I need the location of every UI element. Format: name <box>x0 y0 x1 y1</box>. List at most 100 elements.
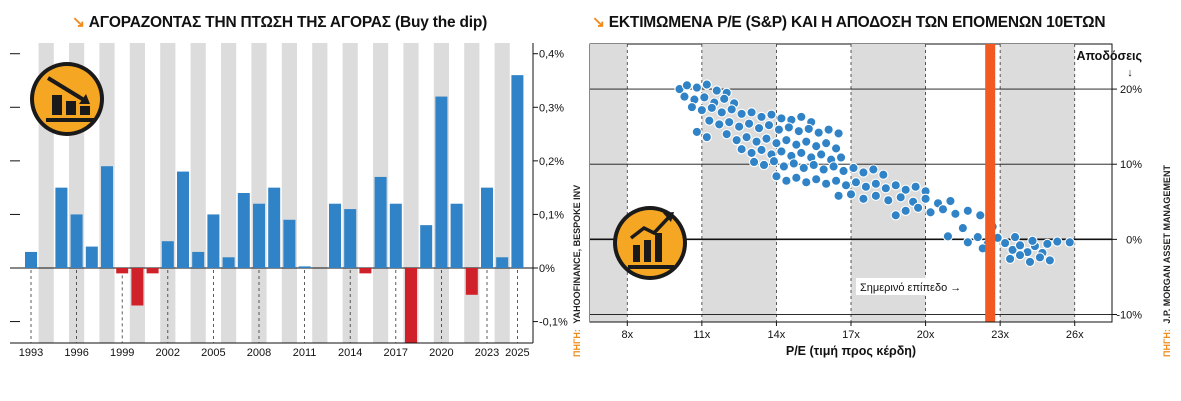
data-point <box>1027 235 1038 247</box>
bar-2000 <box>131 268 144 306</box>
bar-2015 <box>359 268 372 274</box>
bar-1999 <box>116 268 129 274</box>
bar-1993 <box>25 251 37 268</box>
data-point <box>691 126 703 138</box>
y-tick-label: 0% <box>539 263 555 275</box>
background-band <box>590 44 628 322</box>
x-tick-label: 1996 <box>64 347 88 359</box>
data-point <box>699 92 710 103</box>
bar-2007 <box>237 193 250 268</box>
x-tick-label: 2023 <box>475 347 499 359</box>
bar-2003 <box>177 171 189 268</box>
x-tick-label: 1993 <box>19 347 43 359</box>
svg-text:ΠΗΓΗ: YAHOOFINANCE, BESP: ΠΗΓΗ: YAHOOFINANCE, BESPOKE INV <box>572 185 582 357</box>
bar-1995 <box>55 187 68 268</box>
data-point <box>724 116 735 128</box>
data-point <box>870 178 882 189</box>
data-point <box>833 190 844 201</box>
data-point <box>773 124 785 135</box>
right-chart-title: ↘ ΕΚΤΙΜΩΜΕΝΑ P/E (S&P) ΚΑΙ Η ΑΠΟΔΟΣΗ ΤΩΝ … <box>592 13 1106 32</box>
data-point <box>1024 256 1036 268</box>
x-tick-label: 2002 <box>156 347 180 359</box>
data-point <box>746 147 757 159</box>
data-point <box>816 149 827 160</box>
data-point <box>771 171 782 182</box>
background-stripe <box>190 43 206 343</box>
data-point <box>808 159 819 171</box>
data-point <box>813 127 824 138</box>
data-point <box>950 208 961 219</box>
data-point <box>736 144 747 155</box>
current-level-label-bg <box>856 278 959 295</box>
data-point <box>768 156 780 167</box>
y-tick-label: 10% <box>1120 159 1142 171</box>
data-point <box>860 181 872 192</box>
data-point <box>743 118 755 129</box>
source-prefix: ΠΗΓΗ: <box>572 329 582 357</box>
bar-2024 <box>496 257 509 268</box>
x-tick-label: 1999 <box>110 347 134 359</box>
y-tick-label: -0,1% <box>539 317 568 329</box>
background-stripe <box>312 43 328 343</box>
bar-2016 <box>374 176 387 268</box>
data-point <box>1064 237 1075 248</box>
bar-2009 <box>268 187 281 268</box>
data-point <box>975 210 986 221</box>
data-point <box>840 180 852 191</box>
current-level-line <box>985 44 996 322</box>
bar-1998 <box>101 166 113 268</box>
data-point <box>962 205 973 216</box>
data-point <box>796 147 807 159</box>
data-point <box>706 102 717 114</box>
current-level-label: Σημερινό επίπεδο → <box>860 282 961 294</box>
data-point <box>910 181 921 192</box>
data-point <box>962 237 973 248</box>
data-point <box>701 79 712 90</box>
data-point <box>820 178 832 189</box>
x-tick-label: 20x <box>917 329 935 341</box>
bar-2013 <box>329 203 341 268</box>
falling-bars-icon <box>30 62 104 136</box>
data-point <box>781 175 792 186</box>
bar-2010 <box>283 219 296 268</box>
background-stripe <box>342 43 358 343</box>
data-point <box>1042 238 1053 250</box>
data-point <box>788 158 799 169</box>
y-tick-label: 0,3% <box>539 102 564 114</box>
data-point <box>776 146 787 157</box>
data-point <box>972 231 983 243</box>
svg-text:ΠΗΓΗ: J.P. MORGAN ASSET: ΠΗΓΗ: J.P. MORGAN ASSET MANAGEMENT <box>1162 165 1172 357</box>
data-point <box>719 93 730 104</box>
data-point <box>820 138 832 149</box>
data-point <box>925 207 936 218</box>
data-point <box>828 161 839 172</box>
data-point <box>751 136 762 147</box>
bar-2019 <box>420 225 433 268</box>
data-point <box>900 184 911 195</box>
data-point <box>711 85 722 96</box>
x-tick-label: 8x <box>621 329 633 341</box>
background-stripe <box>251 43 267 343</box>
data-point <box>746 107 757 118</box>
data-point <box>783 122 795 133</box>
data-point <box>803 123 814 135</box>
x-tick-label: 2008 <box>247 347 271 359</box>
bar-2020 <box>435 96 448 268</box>
data-point <box>696 104 708 116</box>
data-point <box>945 195 956 207</box>
source-prefix: ΠΗΓΗ: <box>1162 329 1172 357</box>
data-point <box>811 174 822 185</box>
background-band <box>701 44 777 322</box>
arrow-down-icon: ↘ <box>72 14 85 31</box>
data-point <box>870 190 882 201</box>
source-text: YAHOOFINANCE, BESPOKE INV <box>572 185 582 324</box>
data-point <box>721 129 732 140</box>
right-source-note: ΠΗΓΗ: J.P. MORGAN ASSET MANAGEMENT <box>1162 165 1172 357</box>
data-point <box>793 126 804 137</box>
data-point <box>848 162 859 174</box>
data-point <box>691 82 703 93</box>
left-chart-title: ↘ ΑΓΟΡΑΖΟΝΤΑΣ ΤΗΝ ΠΤΩΣΗ ΤΗΣ ΑΓΟΡΑΣ (Buy t… <box>72 13 487 32</box>
data-point <box>838 165 849 177</box>
x-axis-title: P/E (τιμή προς κέρδη) <box>786 344 916 358</box>
left-title-text: ΑΓΟΡΑΖΟΝΤΑΣ ΤΗΝ ΠΤΩΣΗ ΤΗΣ ΑΓΟΡΑΣ (Buy th… <box>88 14 488 31</box>
